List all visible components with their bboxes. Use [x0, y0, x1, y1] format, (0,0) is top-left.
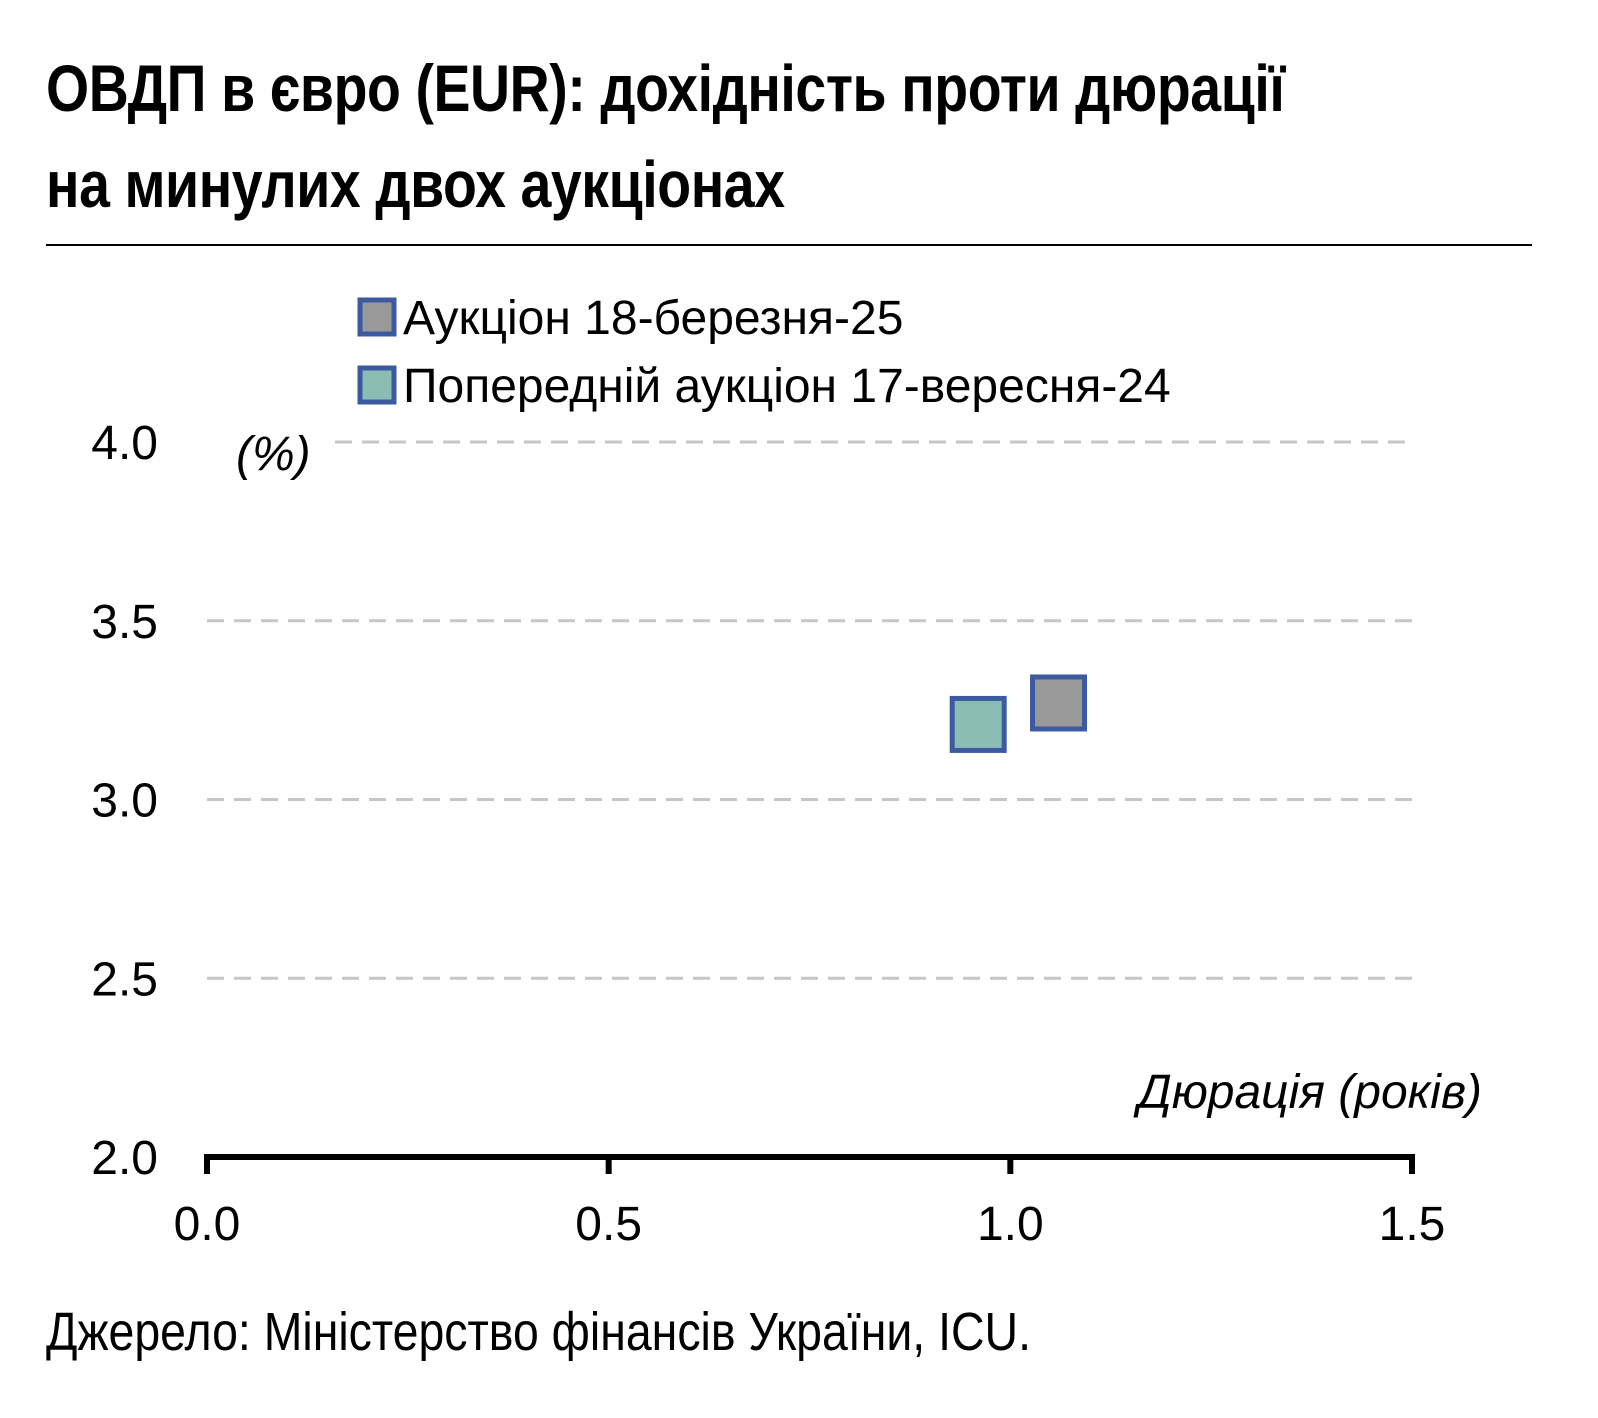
legend-label: Попередній аукціон 17-вересня-24 — [403, 360, 1171, 413]
x-tick-label: 0.0 — [174, 1198, 241, 1251]
data-point — [1030, 674, 1088, 732]
y-tick-label: 3.5 — [91, 596, 158, 649]
x-tick-label: 1.5 — [1379, 1198, 1446, 1251]
x-axis-ticks: 0.0 0.5 1.0 1.5 — [174, 1198, 1446, 1251]
data-points — [949, 674, 1088, 753]
x-axis — [204, 1154, 1415, 1174]
y-tick-label: 2.0 — [91, 1132, 158, 1185]
legend-label: Аукціон 18-березня-25 — [403, 292, 903, 345]
legend: Аукціон 18-березня-25 Попередній аукціон … — [357, 292, 1171, 413]
y-tick-label: 2.5 — [91, 953, 158, 1006]
legend-marker — [357, 365, 397, 405]
source-note: Джерело: Міністерство фінансів України, … — [46, 1302, 1031, 1362]
x-tick-label: 0.5 — [575, 1198, 642, 1251]
chart-title: ОВДП в євро (EUR): дохідність проти дюра… — [46, 51, 1285, 221]
x-tick-label: 1.0 — [977, 1198, 1044, 1251]
y-axis-label: (%) — [236, 428, 311, 481]
data-point — [949, 695, 1007, 753]
legend-marker — [357, 297, 397, 337]
title-divider — [46, 244, 1532, 246]
y-tick-label: 3.0 — [91, 775, 158, 828]
grid-lines — [207, 440, 1412, 980]
x-axis-label: Дюрація (років) — [1133, 1066, 1482, 1119]
y-tick-label: 4.0 — [91, 417, 158, 470]
y-axis-ticks: 2.0 2.5 3.0 3.5 4.0 — [91, 417, 158, 1185]
